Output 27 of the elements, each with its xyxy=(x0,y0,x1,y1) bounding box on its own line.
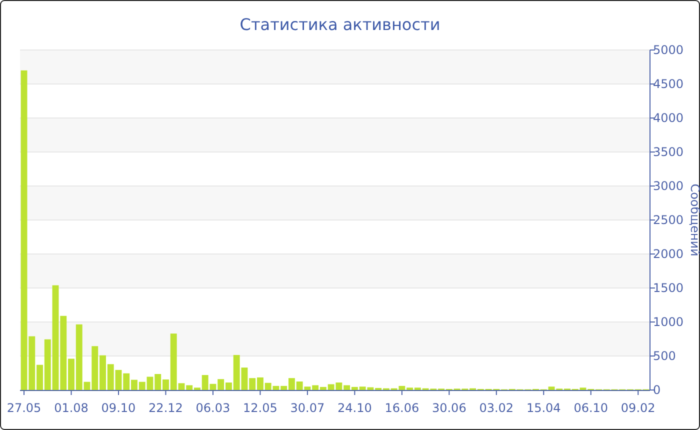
x-tick-label: 16.06 xyxy=(384,401,420,415)
x-tick-label: 06.10 xyxy=(574,401,608,415)
x-tick-label: 24.10 xyxy=(338,401,372,415)
y-tick-label: 1000 xyxy=(653,315,684,329)
y-tick-label: 4500 xyxy=(653,77,684,91)
y-tick-label: 5000 xyxy=(653,43,684,57)
x-tick-label: 30.07 xyxy=(290,401,325,415)
x-tick-label: 12.05 xyxy=(243,401,278,415)
x-tick-label: 27.05 xyxy=(6,401,42,415)
chart-title: Статистика активности xyxy=(240,15,440,34)
x-tick-label: 22.12 xyxy=(148,401,183,415)
y-tick-label: 0 xyxy=(653,383,661,397)
x-tick-label: 15.04 xyxy=(526,401,561,415)
x-tick-label: 06.03 xyxy=(196,401,230,415)
y-tick-label: 500 xyxy=(653,349,676,363)
y-tick-label: 1500 xyxy=(653,281,684,295)
x-tick-label: 09.10 xyxy=(101,401,136,415)
x-tick-label: 09.02 xyxy=(620,401,656,415)
x-tick-label: 01.08 xyxy=(54,401,88,415)
x-tick-label: 30.06 xyxy=(432,401,466,415)
y-tick-label: 3500 xyxy=(653,145,684,159)
y-tick-label: 2000 xyxy=(653,247,684,261)
y-tick-label: 2500 xyxy=(653,213,684,227)
y-tick-label: 4000 xyxy=(653,111,684,125)
y-tick-label: 3000 xyxy=(653,179,684,193)
x-tick-label: 03.02 xyxy=(479,401,514,415)
y-axis-title: Сообщений xyxy=(688,184,700,256)
